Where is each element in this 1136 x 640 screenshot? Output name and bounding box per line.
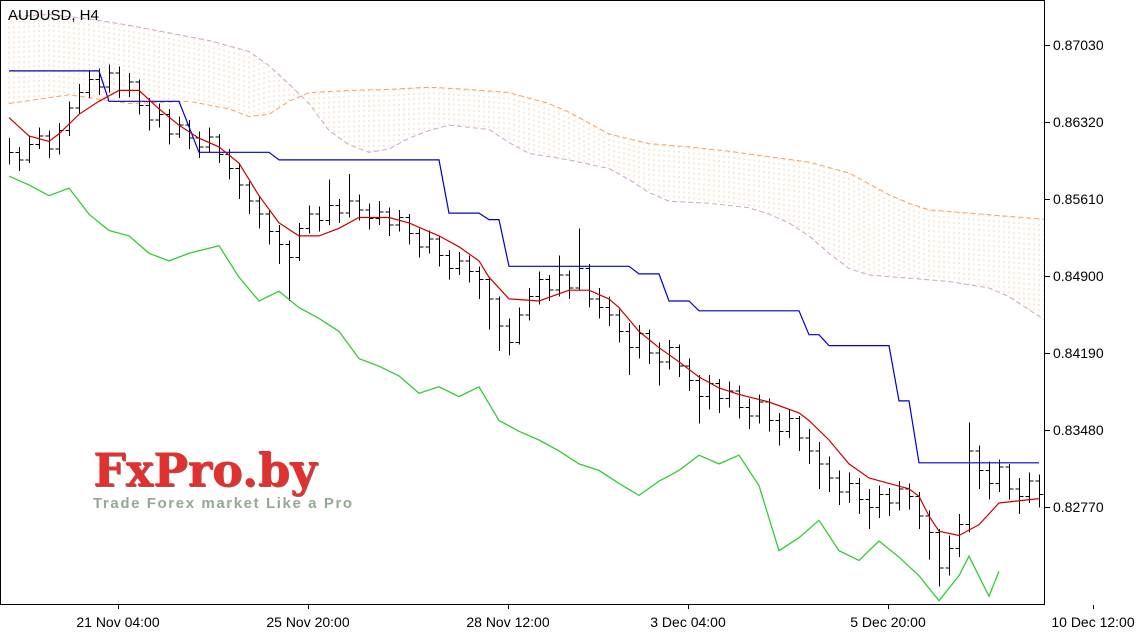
price-axis-tick (1045, 353, 1050, 355)
price-axis-label: 0.87030 (1053, 36, 1104, 53)
time-axis-label: 10 Dec 12:00 (1051, 614, 1135, 630)
time-axis-label: 25 Nov 20:00 (266, 614, 350, 630)
price-axis-label: 0.84900 (1053, 268, 1104, 285)
watermark: FxPro.by Trade Forex market Like a Pro (93, 447, 354, 512)
price-axis: 0.87030 0.86320 0.85610 0.84900 0.84190 0.834… (1045, 0, 1136, 605)
price-axis-tick (1045, 199, 1050, 201)
price-axis-tick (1045, 507, 1050, 509)
price-axis-tick (1045, 44, 1050, 46)
watermark-tagline: Trade Forex market Like a Pro (93, 495, 354, 512)
senkou-span-b-line (8, 13, 1044, 321)
time-axis-tick (1093, 605, 1094, 609)
time-axis-label: 3 Dec 04:00 (650, 614, 726, 630)
price-axis-tick (1045, 430, 1050, 432)
price-axis-label: 0.83480 (1053, 422, 1104, 439)
price-chart (8, 13, 1044, 602)
time-axis-label: 5 Dec 20:00 (850, 614, 926, 630)
time-axis-label: 21 Nov 04:00 (76, 614, 160, 630)
price-axis-label: 0.82770 (1053, 499, 1104, 516)
watermark-brand: FxPro.by (93, 443, 317, 497)
price-axis-label: 0.84190 (1053, 345, 1104, 362)
chart-symbol-title: AUDUSD, H4 (8, 7, 99, 24)
time-axis-tick (888, 605, 889, 609)
tenkan-sen-line (8, 89, 1040, 537)
kijun-sen-line (9, 70, 1039, 464)
ichimoku-cloud-hatch (8, 14, 1044, 320)
time-axis-tick (508, 605, 509, 609)
time-axis: 21 Nov 04:00 25 Nov 20:00 28 Nov 12:00 3 De… (0, 605, 1136, 640)
price-axis-tick (1045, 276, 1050, 278)
time-axis-tick (688, 605, 689, 609)
price-axis-tick (1045, 122, 1050, 124)
ohlc-bars (9, 64, 1044, 587)
price-axis-label: 0.86320 (1053, 114, 1104, 131)
plot-area: FxPro.by Trade Forex market Like a Pro A… (0, 0, 1045, 605)
price-axis-label: 0.85610 (1053, 191, 1104, 208)
chikou-span-line (8, 175, 1000, 602)
time-axis-tick (118, 605, 119, 609)
time-axis-label: 28 Nov 12:00 (466, 614, 550, 630)
senkou-span-a-line (8, 86, 1044, 220)
time-axis-tick (308, 605, 309, 609)
